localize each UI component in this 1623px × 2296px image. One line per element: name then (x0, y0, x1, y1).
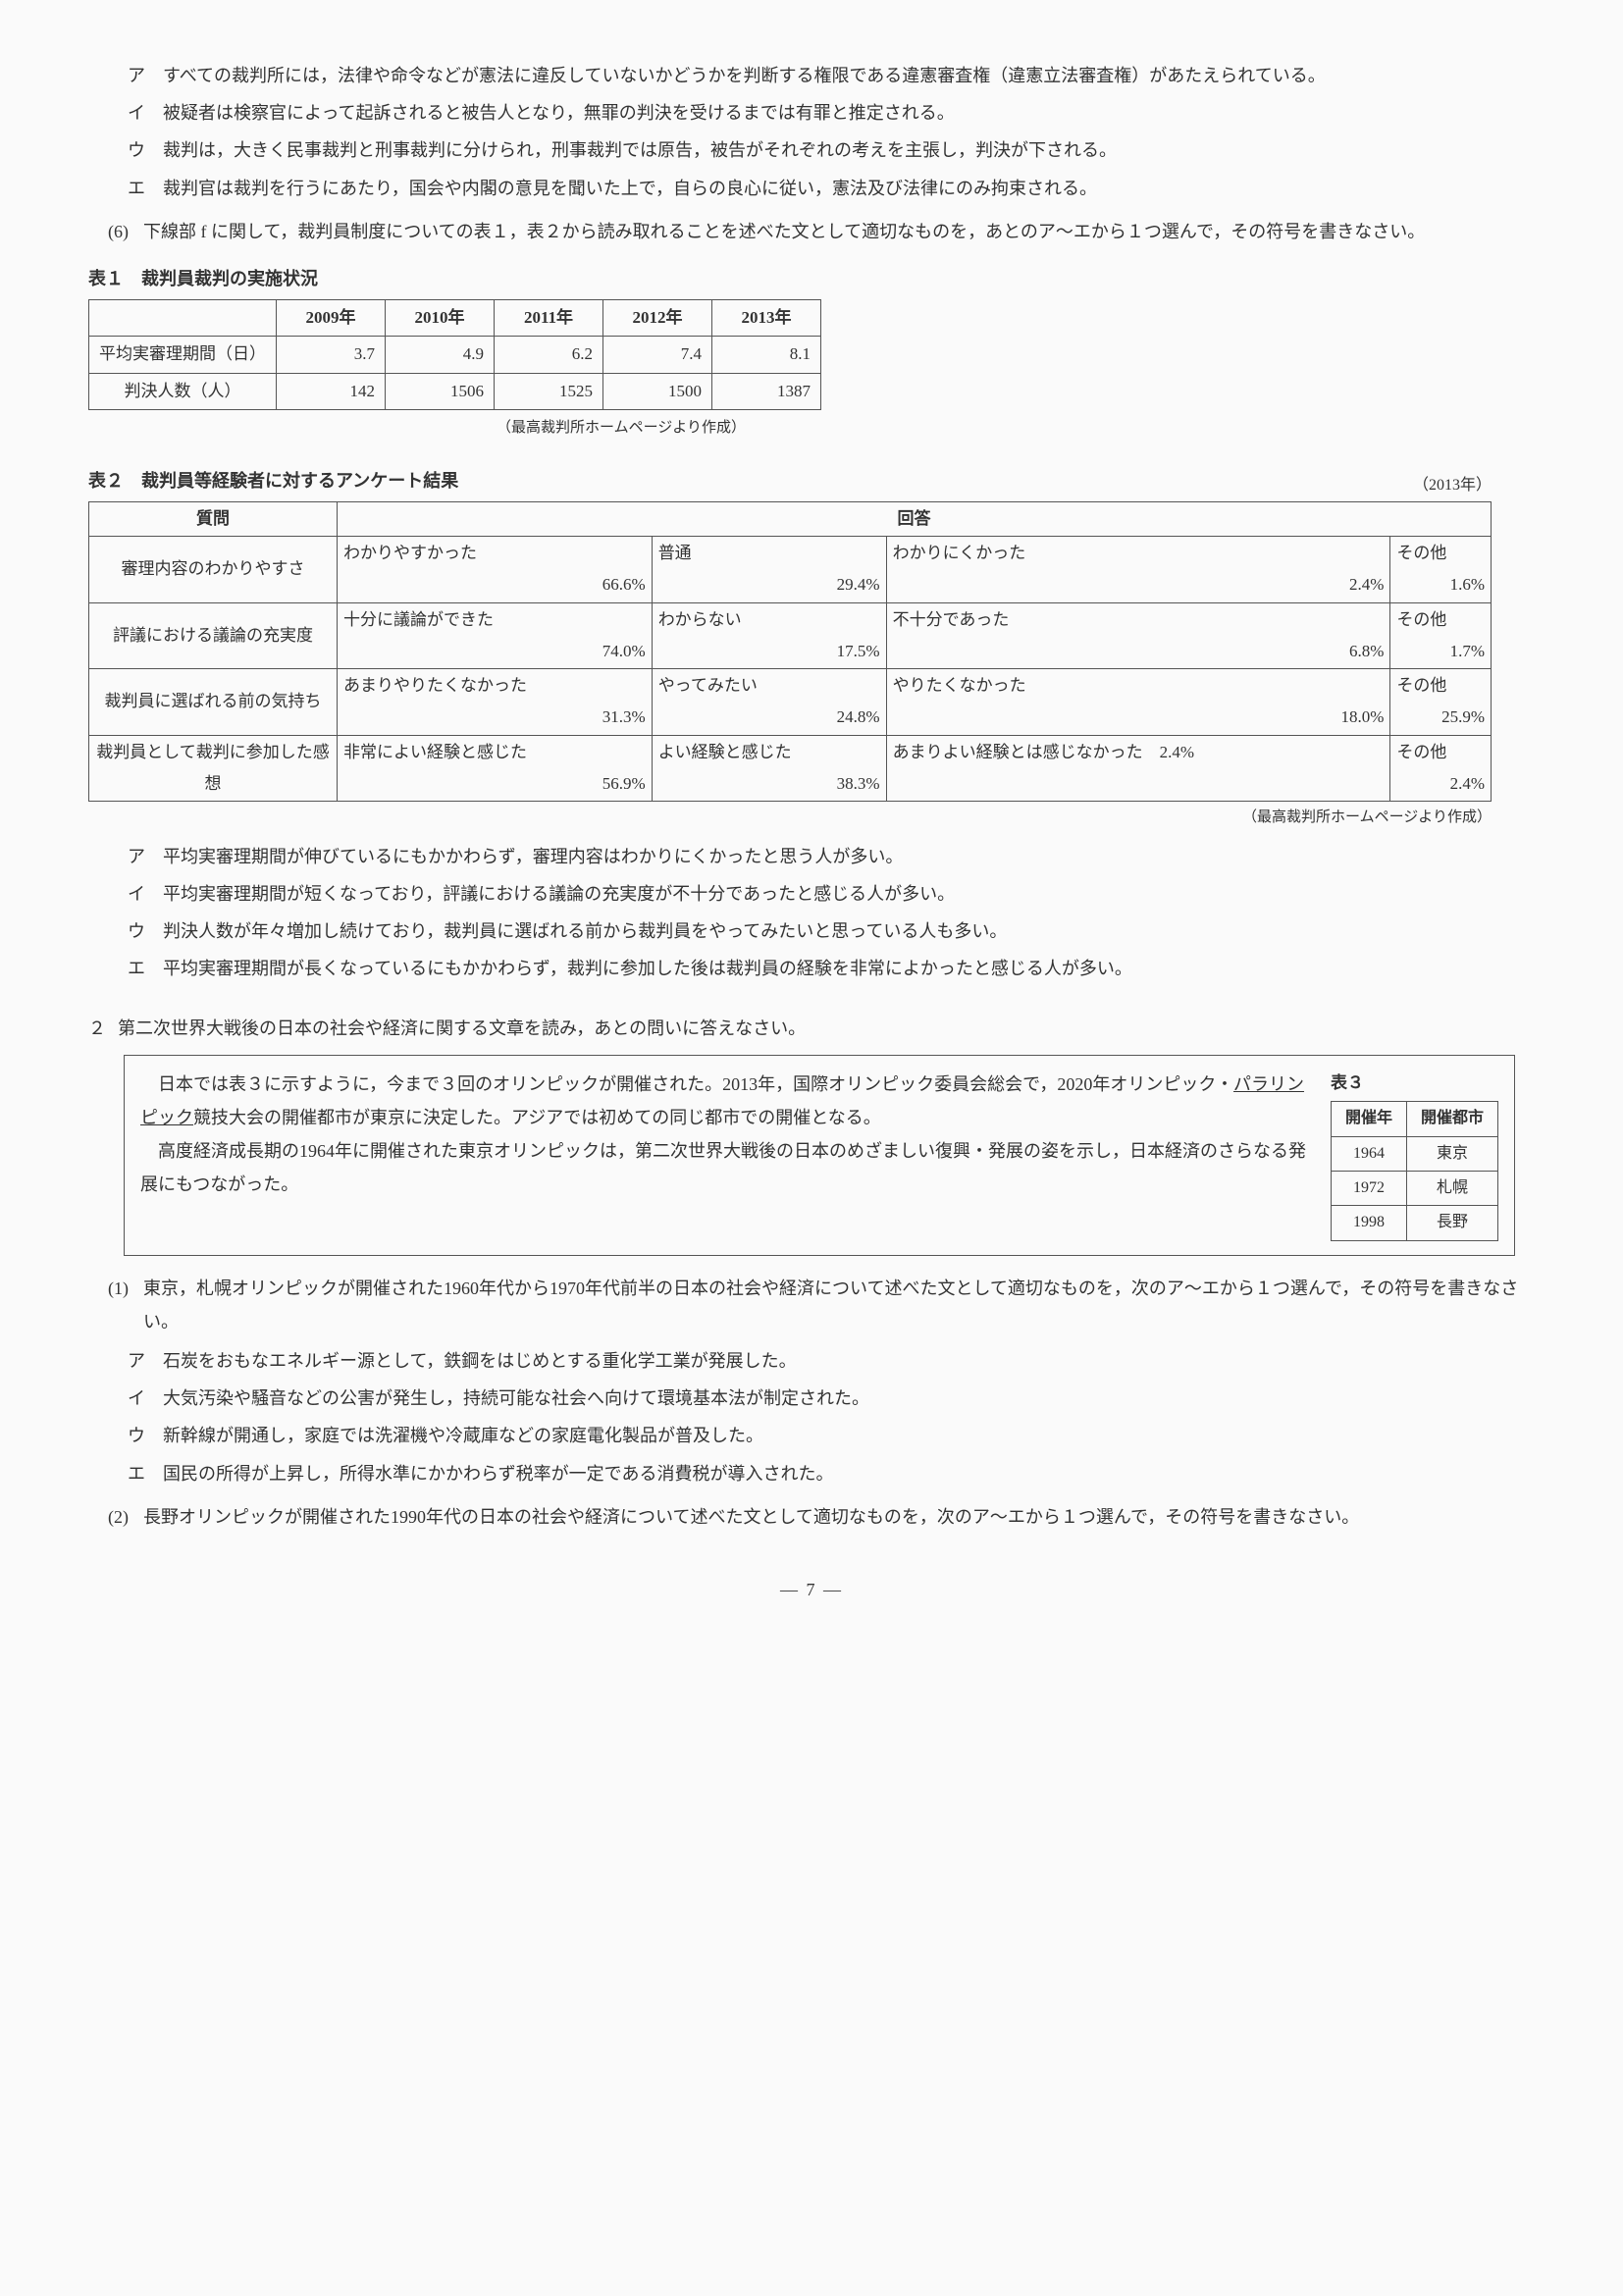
choice-item: イ大気汚染や騒音などの公害が発生し，持続可能な社会へ向けて環境基本法が制定された… (128, 1382, 1535, 1415)
choice-item: イ被疑者は検察官によって起訴されると被告人となり，無罪の判決を受けるまでは有罪と… (128, 96, 1535, 130)
q6-num: (6) (108, 215, 143, 248)
q2-2: (2) 長野オリンピックが開催された1990年代の日本の社会や経済について述べた… (108, 1500, 1535, 1534)
choice-item: エ平均実審理期間が長くなっているにもかかわらず，裁判に参加した後は裁判員の経験を… (128, 952, 1535, 985)
q2-2-text: 長野オリンピックが開催された1990年代の日本の社会や経済について述べた文として… (143, 1500, 1535, 1534)
choice-text: 新幹線が開通し，家庭では洗濯機や冷蔵庫などの家庭電化製品が普及した。 (163, 1419, 1535, 1452)
choice-marker: ア (128, 1344, 163, 1378)
passage-box: 日本では表３に示すように，今まで３回のオリンピックが開催された。2013年，国際… (124, 1055, 1515, 1256)
choice-item: ア石炭をおもなエネルギー源として，鉄鋼をはじめとする重化学工業が発展した。 (128, 1344, 1535, 1378)
choice-marker: ア (128, 59, 163, 92)
table1: 2009年2010年2011年2012年2013年平均実審理期間（日）3.74.… (88, 299, 821, 410)
table1-wrap: 表１ 裁判員裁判の実施状況 2009年2010年2011年2012年2013年平… (88, 262, 1535, 443)
choice-text: 平均実審理期間が短くなっており，評議における議論の充実度が不十分であったと感じる… (163, 877, 1535, 911)
table1-source: （最高裁判所ホームページより作成） (88, 414, 746, 443)
choice-text: 石炭をおもなエネルギー源として，鉄鋼をはじめとする重化学工業が発展した。 (163, 1344, 1535, 1378)
choice-marker: イ (128, 877, 163, 911)
choice-marker: ウ (128, 133, 163, 167)
passage-p2: 高度経済成長期の1964年に開催された東京オリンピックは，第二次世界大戦後の日本… (140, 1134, 1315, 1201)
choice-text: 大気汚染や騒音などの公害が発生し，持続可能な社会へ向けて環境基本法が制定された。 (163, 1382, 1535, 1415)
choice-item: アすべての裁判所には，法律や命令などが憲法に違反していないかどうかを判断する権限… (128, 59, 1535, 92)
q6-choices: ア平均実審理期間が伸びているにもかかわらず，審理内容はわかりにくかったと思う人が… (128, 840, 1535, 986)
q2-1: (1) 東京，札幌オリンピックが開催された1960年代から1970年代前半の日本… (108, 1272, 1535, 1338)
choice-item: ウ新幹線が開通し，家庭では洗濯機や冷蔵庫などの家庭電化製品が普及した。 (128, 1419, 1535, 1452)
choice-marker: エ (128, 172, 163, 205)
choice-item: ア平均実審理期間が伸びているにもかかわらず，審理内容はわかりにくかったと思う人が… (128, 840, 1535, 873)
choice-item: ウ判決人数が年々増加し続けており，裁判員に選ばれる前から裁判員をやってみたいと思… (128, 914, 1535, 948)
choice-item: ウ裁判は，大きく民事裁判と刑事裁判に分けられ，刑事裁判では原告，被告がそれぞれの… (128, 133, 1535, 167)
choice-marker: エ (128, 1457, 163, 1490)
table2-wrap: 表２ 裁判員等経験者に対するアンケート結果 （2013年） 質問回答審理内容のわ… (88, 450, 1535, 832)
section2-text: 第二次世界大戦後の日本の社会や経済に関する文章を読み，あとの問いに答えなさい。 (118, 1012, 806, 1045)
passage-p1: 日本では表３に示すように，今まで３回のオリンピックが開催された。2013年，国際… (140, 1068, 1315, 1134)
q2-1-choices: ア石炭をおもなエネルギー源として，鉄鋼をはじめとする重化学工業が発展した。イ大気… (128, 1344, 1535, 1490)
table3-wrap: 表３ 開催年開催都市1964東京1972札幌1998長野 (1331, 1068, 1498, 1241)
choice-marker: ウ (128, 1419, 163, 1452)
choice-text: 裁判は，大きく民事裁判と刑事裁判に分けられ，刑事裁判では原告，被告がそれぞれの考… (163, 133, 1535, 167)
table2-year: （2013年） (1413, 471, 1492, 500)
choice-text: 被疑者は検察官によって起訴されると被告人となり，無罪の判決を受けるまでは有罪と推… (163, 96, 1535, 130)
section2-num: ２ (88, 1012, 118, 1045)
q6-text: 下線部 f に関して，裁判員制度についての表１，表２から読み取れることを述べた文… (143, 215, 1535, 248)
q6: (6) 下線部 f に関して，裁判員制度についての表１，表２から読み取れることを… (108, 215, 1535, 248)
choice-marker: ア (128, 840, 163, 873)
page-number: — 7 — (88, 1573, 1535, 1606)
choice-marker: ウ (128, 914, 163, 948)
q2-1-num: (1) (108, 1272, 143, 1338)
table1-title: 表１ 裁判員裁判の実施状況 (88, 262, 1535, 295)
q5-choices: アすべての裁判所には，法律や命令などが憲法に違反していないかどうかを判断する権限… (128, 59, 1535, 205)
table3: 開催年開催都市1964東京1972札幌1998長野 (1331, 1101, 1498, 1241)
p1a: 日本では表３に示すように，今まで３回のオリンピックが開催された。2013年，国際… (158, 1074, 1233, 1094)
q2-2-num: (2) (108, 1500, 143, 1534)
q2-1-text: 東京，札幌オリンピックが開催された1960年代から1970年代前半の日本の社会や… (143, 1272, 1535, 1338)
choice-text: 国民の所得が上昇し，所得水準にかかわらず税率が一定である消費税が導入された。 (163, 1457, 1535, 1490)
choice-text: すべての裁判所には，法律や命令などが憲法に違反していないかどうかを判断する権限で… (163, 59, 1535, 92)
choice-text: 判決人数が年々増加し続けており，裁判員に選ばれる前から裁判員をやってみたいと思っ… (163, 914, 1535, 948)
table2: 質問回答審理内容のわかりやすさわかりやすかった66.6%普通29.4%わかりにく… (88, 501, 1492, 803)
passage-text: 日本では表３に示すように，今まで３回のオリンピックが開催された。2013年，国際… (140, 1068, 1315, 1241)
section2-head: ２ 第二次世界大戦後の日本の社会や経済に関する文章を読み，あとの問いに答えなさい… (88, 1012, 1535, 1045)
choice-marker: イ (128, 96, 163, 130)
choice-marker: イ (128, 1382, 163, 1415)
choice-item: イ平均実審理期間が短くなっており，評議における議論の充実度が不十分であったと感じ… (128, 877, 1535, 911)
choice-item: エ裁判官は裁判を行うにあたり，国会や内閣の意見を聞いた上で，自らの良心に従い，憲… (128, 172, 1535, 205)
choice-text: 平均実審理期間が長くなっているにもかかわらず，裁判に参加した後は裁判員の経験を非… (163, 952, 1535, 985)
choice-marker: エ (128, 952, 163, 985)
p1b: 競技大会の開催都市が東京に決定した。アジアでは初めての同じ都市での開催となる。 (193, 1108, 881, 1127)
table2-source: （最高裁判所ホームページより作成） (88, 804, 1492, 832)
table3-title: 表３ (1331, 1068, 1498, 1099)
choice-text: 裁判官は裁判を行うにあたり，国会や内閣の意見を聞いた上で，自らの良心に従い，憲法… (163, 172, 1535, 205)
choice-item: エ国民の所得が上昇し，所得水準にかかわらず税率が一定である消費税が導入された。 (128, 1457, 1535, 1490)
table2-title: 表２ 裁判員等経験者に対するアンケート結果 (88, 464, 458, 497)
choice-text: 平均実審理期間が伸びているにもかかわらず，審理内容はわかりにくかったと思う人が多… (163, 840, 1535, 873)
